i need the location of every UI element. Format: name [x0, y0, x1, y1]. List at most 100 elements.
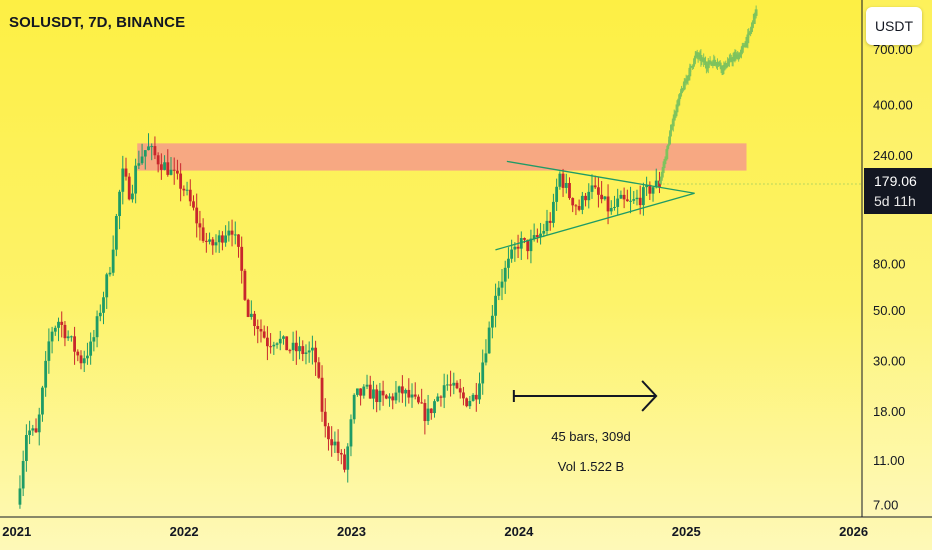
projection-candle-body-45 [700, 58, 704, 62]
candle-body-124 [417, 396, 420, 403]
candle-body-135 [452, 382, 456, 386]
candle-body-136 [455, 382, 459, 389]
candle-body-120 [404, 389, 407, 394]
candle-body-96 [327, 426, 330, 440]
candle-body-152 [507, 258, 510, 268]
candle-body-1 [21, 460, 25, 489]
candle-body-104 [352, 394, 356, 420]
candle-body-16 [69, 336, 73, 338]
symbol-title: SOLUSDT, 7D, BINANCE [9, 14, 186, 31]
candle-body-32 [121, 168, 125, 192]
projection-candle-body-22 [679, 93, 683, 95]
candle-body-146 [487, 327, 491, 354]
candle-body-111 [375, 389, 379, 403]
candle-body-86 [294, 342, 298, 352]
candle-body-144 [481, 362, 485, 384]
candle-body-112 [378, 390, 382, 403]
candle-body-19 [79, 355, 83, 364]
candle-body-91 [310, 347, 314, 351]
candle-body-186 [616, 198, 620, 207]
candle-body-125 [420, 402, 424, 404]
projection-candle-body-98 [749, 30, 753, 33]
candle-body-196 [648, 184, 652, 194]
projection-candle-body-52 [706, 63, 710, 68]
candle-body-169 [561, 173, 565, 188]
candle-body-183 [606, 196, 610, 212]
candle-body-92 [314, 347, 318, 363]
candle-body-121 [407, 389, 411, 398]
projection-candle-body-91 [742, 45, 746, 47]
candle-body-131 [439, 396, 443, 398]
projection-candle-body-28 [684, 79, 688, 83]
candle-body-105 [355, 388, 359, 395]
projection-candle-body-93 [744, 41, 748, 47]
candle-body-94 [320, 377, 324, 412]
candle-body-41 [150, 146, 154, 148]
projection-candle-body-44 [699, 55, 703, 62]
candle-body-110 [372, 389, 375, 399]
candle-body-176 [584, 195, 587, 201]
candle-body-8 [44, 360, 48, 388]
projection-candle-body-92 [743, 46, 747, 48]
candle-body-70 [243, 270, 247, 300]
candle-body-26 [102, 297, 105, 313]
candle-body-54 [192, 201, 195, 208]
projection-candle-body-99 [750, 26, 753, 31]
current-price-label: 179.06 [874, 173, 917, 189]
projection-candle-body-75 [728, 58, 731, 63]
projection-candle-body-1 [659, 176, 663, 181]
candle-body-20 [82, 358, 86, 364]
candle-body-37 [137, 163, 141, 166]
candle-body-128 [429, 408, 433, 414]
candle-body-49 [176, 170, 179, 174]
candle-body-118 [397, 386, 401, 393]
candle-body-184 [609, 207, 613, 212]
measure-bars-label: 45 bars, 309d [551, 429, 631, 444]
candle-body-100 [339, 452, 343, 455]
candle-body-175 [580, 195, 584, 210]
candle-body-174 [577, 206, 581, 210]
candle-body-139 [465, 398, 469, 407]
projection-candle-body-49 [704, 61, 707, 65]
candle-body-115 [388, 396, 391, 399]
candle-body-77 [266, 337, 269, 347]
measure-volume-label: Vol 1.522 B [558, 459, 625, 474]
candle-body-190 [629, 200, 632, 202]
candle-body-133 [445, 384, 449, 386]
candle-body-164 [545, 220, 549, 232]
projection-candle-body-29 [685, 79, 689, 81]
projection-candle-body-31 [687, 75, 691, 77]
projection-candle-body-38 [693, 55, 697, 59]
projection-candle-body-89 [740, 47, 744, 50]
candle-body-151 [503, 267, 507, 282]
x-tick-label-1: 2022 [170, 524, 199, 539]
candle-body-47 [169, 169, 173, 175]
x-tick-label-0: 2021 [2, 524, 31, 539]
candle-body-21 [86, 355, 89, 359]
candle-body-148 [494, 295, 497, 316]
candle-body-167 [555, 186, 559, 202]
candle-body-17 [73, 336, 76, 352]
candle-body-93 [317, 362, 321, 378]
candle-body-134 [449, 384, 452, 386]
candle-body-28 [108, 272, 112, 275]
candle-body-67 [233, 234, 237, 236]
candle-body-36 [134, 165, 138, 194]
projection-candle-body-3 [661, 166, 665, 172]
candle-body-171 [568, 183, 571, 199]
candle-body-162 [539, 233, 542, 238]
candle-body-22 [89, 341, 93, 356]
candle-body-12 [57, 321, 60, 328]
projection-candle-body-69 [722, 65, 726, 71]
projection-candle-body-5 [663, 158, 667, 165]
projection-candle-body-60 [714, 62, 718, 64]
candle-body-13 [60, 321, 64, 325]
projection-candle-body-97 [748, 32, 752, 34]
projection-candle-body-100 [751, 22, 754, 27]
candle-body-15 [66, 336, 70, 339]
candle-body-165 [548, 220, 552, 223]
currency-button[interactable]: USDT [866, 7, 922, 45]
candle-body-90 [307, 350, 311, 353]
projection-candle-body-7 [665, 149, 669, 160]
